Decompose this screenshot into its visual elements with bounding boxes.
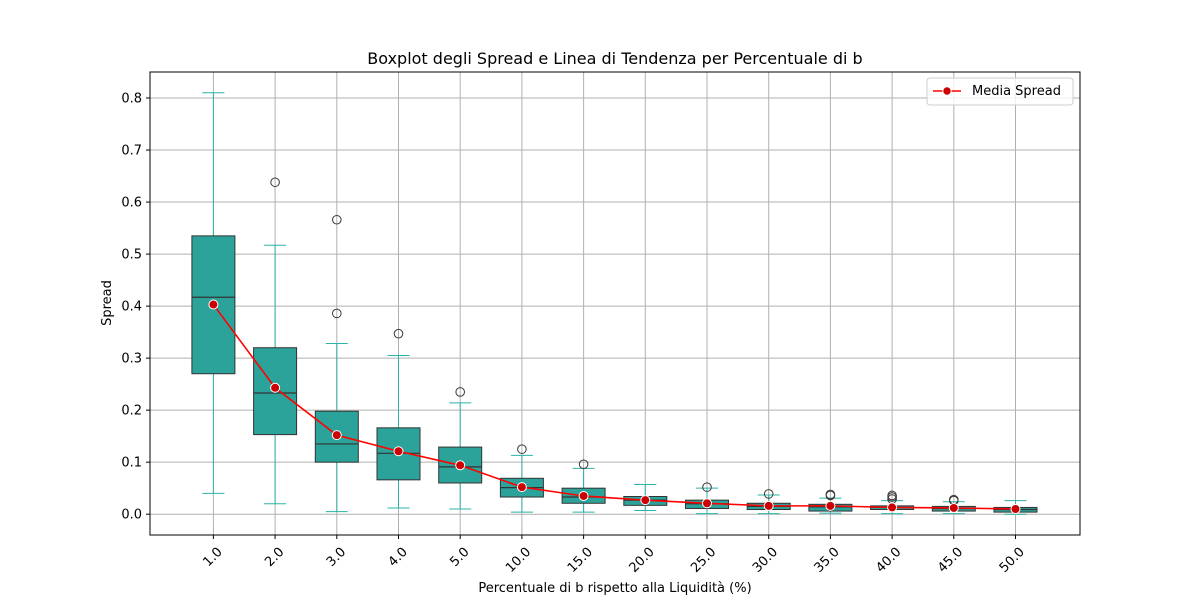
mean-point xyxy=(702,498,712,509)
mean-point xyxy=(393,446,404,457)
y-tick-label: 0.0 xyxy=(121,508,142,523)
outlier-point xyxy=(270,177,280,188)
legend-frame xyxy=(926,77,1074,106)
box-iqr xyxy=(438,446,483,484)
y-tick-label: 0.7 xyxy=(121,144,142,159)
mean-point xyxy=(270,382,281,393)
mean-point xyxy=(455,460,466,471)
y-tick-label: 0.6 xyxy=(121,196,142,211)
legend-label-media-spread: Media Spread xyxy=(972,84,1061,99)
mean-point xyxy=(208,299,219,310)
trend-line-layer xyxy=(208,299,1021,514)
mean-point xyxy=(887,502,898,513)
mean-point xyxy=(516,482,527,493)
y-tick-label: 0.2 xyxy=(121,404,142,419)
y-tick-label: 0.3 xyxy=(121,352,142,367)
mean-point xyxy=(331,430,342,441)
outlier-point xyxy=(332,214,342,225)
plot-area-frame xyxy=(149,71,1081,536)
y-tick-label: 0.5 xyxy=(121,248,142,263)
x-axis-label: Percentuale di b rispetto alla Liquidità… xyxy=(478,581,751,596)
outlier-point xyxy=(825,489,836,500)
mean-point xyxy=(1010,503,1021,514)
outlier-point xyxy=(763,489,774,499)
mean-point xyxy=(578,490,589,501)
y-axis-label: Spread xyxy=(100,280,115,326)
mean-point xyxy=(640,495,651,506)
outlier-point xyxy=(393,328,404,339)
outlier-point xyxy=(455,387,466,397)
outlier-point xyxy=(332,308,342,319)
y-tick-label: 0.8 xyxy=(121,92,142,107)
legend-marker-swatch xyxy=(942,86,952,96)
outlier-point xyxy=(517,444,527,454)
outlier-point xyxy=(887,490,897,501)
box-group xyxy=(438,387,483,510)
mean-trend-line xyxy=(212,304,1016,510)
legend: Media Spread xyxy=(926,77,1074,106)
mean-point xyxy=(948,502,959,513)
outlier-point xyxy=(578,459,589,470)
y-tick-label: 0.1 xyxy=(121,456,142,471)
outlier-point xyxy=(702,482,712,492)
mean-point xyxy=(763,500,774,511)
y-tick-label: 0.4 xyxy=(121,300,142,315)
chart-title: Boxplot degli Spread e Linea di Tendenza… xyxy=(367,49,862,68)
mean-point xyxy=(825,500,836,511)
